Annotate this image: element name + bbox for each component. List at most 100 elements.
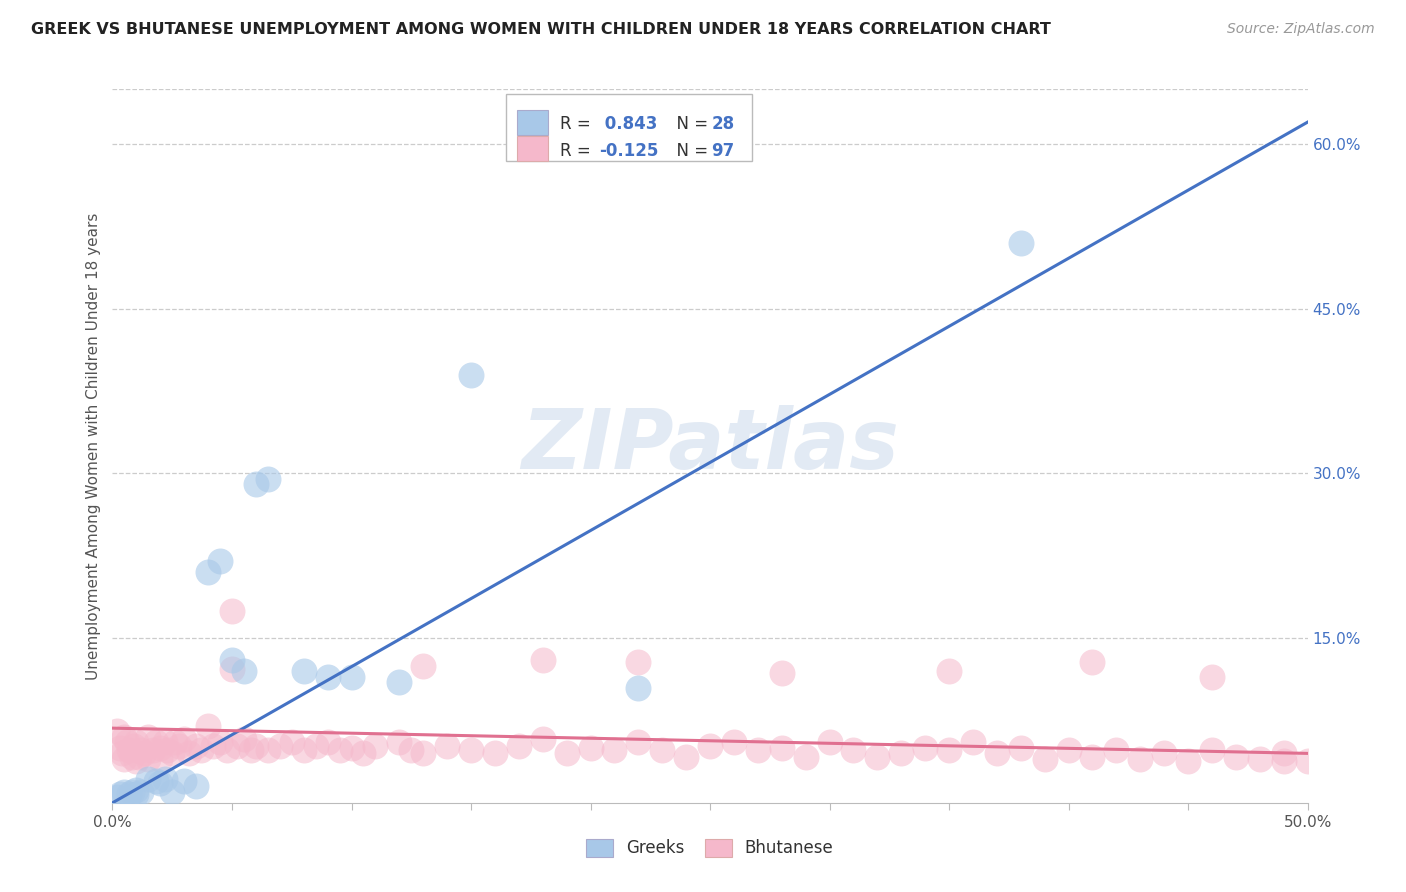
Point bbox=[190, 743, 212, 757]
Point bbox=[121, 785, 143, 799]
Point bbox=[138, 772, 160, 786]
Point bbox=[108, 740, 131, 755]
Point bbox=[794, 749, 817, 764]
Point bbox=[1272, 754, 1295, 768]
Point bbox=[225, 739, 247, 753]
Text: 97: 97 bbox=[711, 142, 735, 160]
Point bbox=[723, 735, 745, 749]
Point bbox=[162, 785, 183, 799]
Point bbox=[125, 735, 148, 749]
Point bbox=[122, 739, 145, 753]
Point bbox=[747, 743, 769, 757]
Point bbox=[125, 754, 148, 768]
Text: 0.843: 0.843 bbox=[599, 115, 658, 133]
Point bbox=[579, 740, 602, 755]
Y-axis label: Unemployment Among Women with Children Under 18 years: Unemployment Among Women with Children U… bbox=[86, 212, 101, 680]
Point bbox=[129, 785, 152, 799]
Point bbox=[125, 787, 148, 801]
Point bbox=[460, 743, 482, 757]
Point bbox=[105, 790, 128, 805]
Point bbox=[866, 749, 889, 764]
Point bbox=[1272, 747, 1295, 761]
Point bbox=[316, 735, 339, 749]
Point bbox=[340, 669, 363, 683]
Point bbox=[292, 664, 315, 678]
Point bbox=[209, 735, 232, 749]
Point bbox=[842, 743, 865, 757]
Point bbox=[555, 747, 578, 761]
Point bbox=[233, 664, 256, 678]
Text: R =: R = bbox=[560, 142, 596, 160]
Point bbox=[108, 787, 131, 801]
Point bbox=[340, 740, 363, 755]
Point bbox=[1010, 235, 1032, 250]
Text: N =: N = bbox=[666, 142, 714, 160]
Point bbox=[169, 739, 191, 753]
Point bbox=[245, 739, 267, 753]
Point bbox=[305, 739, 328, 753]
Point bbox=[412, 658, 434, 673]
Point bbox=[603, 743, 626, 757]
Point bbox=[186, 780, 208, 794]
Point bbox=[938, 664, 960, 678]
Point bbox=[163, 735, 186, 749]
Point bbox=[114, 752, 135, 766]
Point bbox=[197, 566, 219, 580]
Point bbox=[173, 732, 195, 747]
Point bbox=[281, 735, 304, 749]
Point bbox=[531, 653, 554, 667]
Point bbox=[138, 730, 160, 744]
Point bbox=[627, 681, 650, 695]
Point bbox=[173, 773, 195, 788]
Point bbox=[138, 752, 160, 766]
Point bbox=[142, 743, 165, 757]
Point bbox=[186, 739, 208, 753]
Point bbox=[627, 735, 650, 749]
Point bbox=[128, 749, 150, 764]
Point bbox=[118, 787, 141, 801]
Point bbox=[770, 666, 793, 681]
Point bbox=[401, 743, 423, 757]
Point bbox=[329, 743, 352, 757]
Point bbox=[1296, 754, 1319, 768]
Point bbox=[1081, 749, 1104, 764]
Point bbox=[675, 749, 697, 764]
Point bbox=[145, 773, 167, 788]
Point bbox=[153, 772, 176, 786]
Point bbox=[115, 735, 138, 749]
Point bbox=[121, 749, 143, 764]
Point bbox=[145, 735, 167, 749]
Point bbox=[201, 739, 224, 753]
Point bbox=[233, 732, 256, 747]
Point bbox=[770, 740, 793, 755]
Point bbox=[484, 747, 506, 761]
Text: GREEK VS BHUTANESE UNEMPLOYMENT AMONG WOMEN WITH CHILDREN UNDER 18 YEARS CORRELA: GREEK VS BHUTANESE UNEMPLOYMENT AMONG WO… bbox=[31, 22, 1050, 37]
Point bbox=[162, 747, 183, 761]
Point bbox=[914, 740, 936, 755]
Point bbox=[364, 739, 387, 753]
Point bbox=[1177, 754, 1199, 768]
Point bbox=[1081, 655, 1104, 669]
Point bbox=[118, 743, 141, 757]
Point bbox=[149, 752, 172, 766]
Point bbox=[221, 604, 243, 618]
Point bbox=[316, 669, 339, 683]
Point bbox=[132, 747, 155, 761]
Point bbox=[651, 743, 673, 757]
Text: Source: ZipAtlas.com: Source: ZipAtlas.com bbox=[1227, 22, 1375, 37]
Point bbox=[890, 747, 912, 761]
Point bbox=[1129, 752, 1152, 766]
Point bbox=[508, 739, 530, 753]
Point bbox=[111, 747, 134, 761]
Point bbox=[699, 739, 721, 753]
Point bbox=[129, 743, 152, 757]
Point bbox=[1105, 743, 1128, 757]
Point bbox=[269, 739, 291, 753]
Point bbox=[412, 747, 434, 761]
Point bbox=[531, 732, 554, 747]
Point bbox=[257, 472, 280, 486]
Point bbox=[1033, 752, 1056, 766]
Point bbox=[240, 743, 263, 757]
Text: 28: 28 bbox=[711, 115, 734, 133]
Point bbox=[153, 735, 176, 749]
